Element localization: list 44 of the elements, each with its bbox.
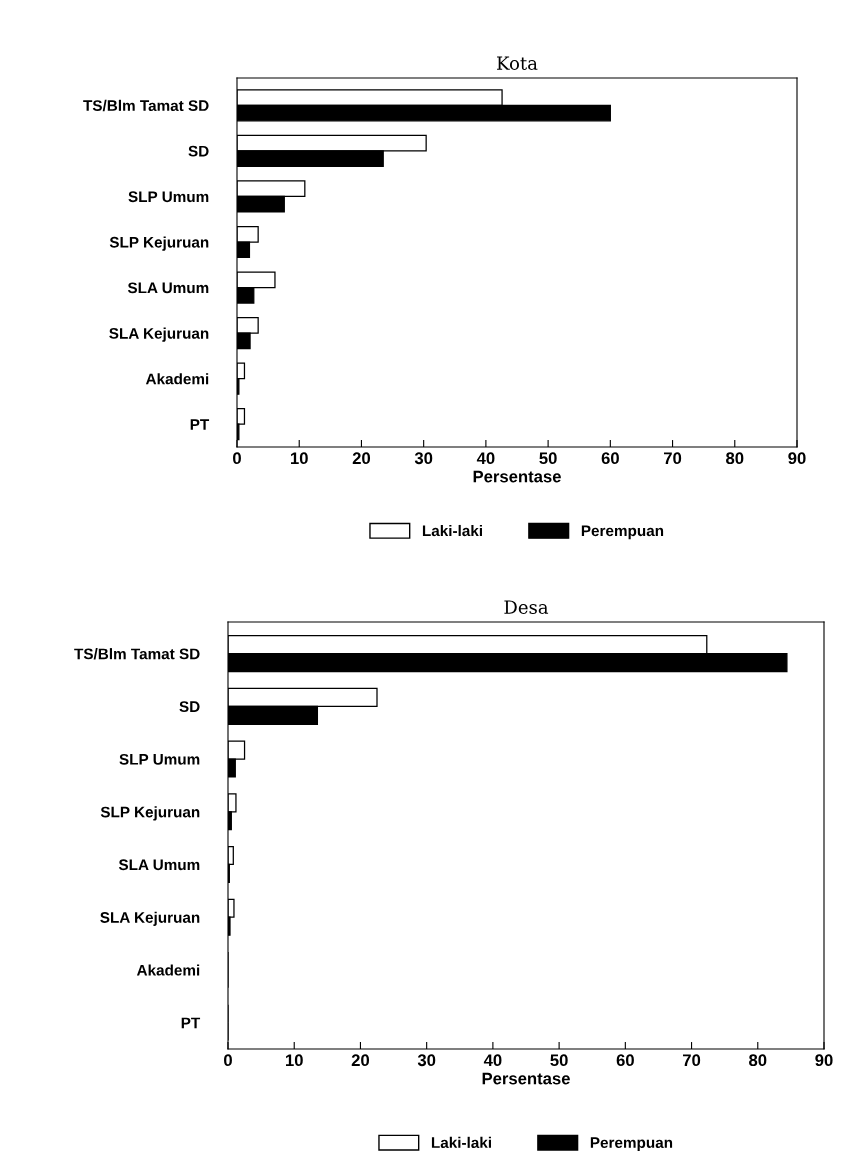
x-tick-label: 20	[351, 1054, 370, 1067]
y-tick-label: SLP Umum	[128, 191, 209, 203]
y-tick-label: SLA Kejuruan	[100, 911, 200, 926]
legend-label: Laki-laki	[431, 1136, 491, 1149]
y-tick-label: PT	[190, 419, 210, 430]
x-axis-title: Persentase	[482, 1072, 570, 1085]
x-tick-label: 40	[476, 452, 495, 465]
y-tick-label: Akademi	[145, 373, 209, 385]
x-tick-label: 0	[224, 1054, 232, 1067]
y-tick-label: SLP Umum	[119, 753, 200, 765]
x-tick-label: 30	[414, 452, 433, 465]
x-tick-label: 50	[539, 452, 557, 465]
x-tick-label: 70	[664, 452, 682, 465]
y-tick-label: SLA Umum	[118, 859, 200, 871]
x-tick-label: 0	[233, 452, 241, 465]
x-tick-label: 30	[417, 1054, 436, 1067]
x-tick-label: 20	[352, 452, 371, 465]
y-tick-label: TS/Blm Tamat SD	[83, 99, 209, 112]
x-tick-label: 80	[726, 452, 744, 465]
chart-title: Desa	[504, 600, 549, 614]
y-tick-label: SLP Kejuruan	[109, 236, 209, 251]
x-tick-label: 80	[749, 1054, 767, 1067]
y-tick-label: SLP Kejuruan	[100, 806, 200, 821]
x-tick-label: 50	[550, 1054, 568, 1067]
x-tick-label: 60	[601, 452, 619, 465]
x-axis-title: Persentase	[473, 470, 561, 483]
x-tick-label: 40	[483, 1054, 502, 1067]
x-tick-label: 90	[815, 1054, 833, 1067]
legend-label: Perempuan	[590, 1137, 673, 1152]
y-tick-label: TS/Blm Tamat SD	[74, 648, 200, 660]
x-tick-label: 60	[616, 1054, 634, 1067]
x-tick-label: 70	[683, 1054, 701, 1067]
x-tick-label: 10	[291, 452, 308, 465]
legend-label: Perempuan	[581, 525, 664, 540]
x-tick-label: 90	[788, 452, 806, 465]
y-tick-label: PT	[181, 1017, 201, 1029]
y-tick-label: SLA Umum	[127, 282, 209, 294]
y-tick-label: SLA Kejuruan	[109, 327, 209, 342]
chart-title: Kota	[497, 56, 538, 70]
x-tick-label: 10	[286, 1054, 303, 1067]
y-tick-label: SD	[179, 701, 200, 713]
y-tick-label: Akademi	[136, 964, 200, 976]
y-tick-label: SD	[188, 145, 209, 157]
legend-label: Laki-laki	[422, 524, 482, 537]
